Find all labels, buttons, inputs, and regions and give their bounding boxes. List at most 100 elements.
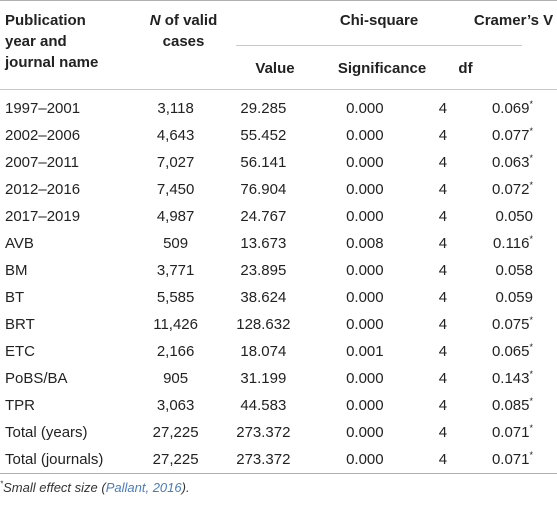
row-cramers-v: 0.059 xyxy=(460,284,557,311)
header-n-line2: cases xyxy=(162,33,205,50)
header-n-symbol: N xyxy=(149,12,161,29)
row-label: Total (years) xyxy=(5,424,88,441)
row-value: 55.452 xyxy=(240,127,287,144)
row-df: 4 xyxy=(438,370,448,387)
row-v-value: 0.072 xyxy=(491,181,530,198)
row-df: 4 xyxy=(438,424,448,441)
table-bottom-rule xyxy=(0,473,557,474)
header-df: df xyxy=(458,60,473,77)
header-significance: Significance xyxy=(337,60,427,77)
row-v-star: * xyxy=(529,423,533,433)
row-significance: 0.001 xyxy=(346,343,384,360)
row-cramers-v: 0.050 xyxy=(460,203,557,230)
row-cramers-v: 0.085* xyxy=(460,392,557,419)
table-body: 1997–2001 3,118 29.285 0.000 4 0.069* 2002–20… xyxy=(0,95,557,473)
row-v-value: 0.058 xyxy=(495,262,533,279)
row-v-value: 0.050 xyxy=(495,208,533,225)
row-df: 4 xyxy=(438,127,448,144)
footnote: *Small effect size (Pallant, 2016). xyxy=(0,480,190,495)
table-row: Total (journals) 27,225 273.372 0.000 4 0.071… xyxy=(0,446,557,473)
row-value: 29.285 xyxy=(240,100,287,117)
header-publication-line3: journal name xyxy=(5,54,99,71)
header-publication-line1: Publication xyxy=(5,12,86,29)
row-cramers-v: 0.058 xyxy=(460,257,557,284)
footnote-text: Small effect size ( xyxy=(3,480,106,495)
table-row: BRT 11,426 128.632 0.000 4 0.075* xyxy=(0,311,557,338)
footnote-end: ). xyxy=(181,480,190,495)
table-row: BT 5,585 38.624 0.000 4 0.059 xyxy=(0,284,557,311)
row-significance: 0.000 xyxy=(346,262,384,279)
row-v-star: * xyxy=(529,99,533,109)
row-n: 905 xyxy=(163,370,189,387)
row-df: 4 xyxy=(438,316,448,333)
row-label: ETC xyxy=(5,343,35,360)
table-row: 1997–2001 3,118 29.285 0.000 4 0.069* xyxy=(0,95,557,122)
row-n: 3,063 xyxy=(156,397,195,414)
row-df: 4 xyxy=(438,208,448,225)
row-significance: 0.000 xyxy=(346,127,384,144)
row-label: 2002–2006 xyxy=(5,127,81,144)
row-value: 44.583 xyxy=(240,397,287,414)
row-n: 4,987 xyxy=(156,208,195,225)
row-cramers-v: 0.075* xyxy=(460,311,557,338)
row-label: PoBS/BA xyxy=(5,370,68,387)
row-label: BT xyxy=(5,289,25,306)
row-significance: 0.000 xyxy=(346,100,384,117)
row-v-value: 0.085 xyxy=(491,397,530,414)
row-value: 76.904 xyxy=(240,181,287,198)
row-significance: 0.000 xyxy=(346,370,384,387)
row-label: 2017–2019 xyxy=(5,208,81,225)
row-cramers-v: 0.116* xyxy=(460,230,557,257)
row-cramers-v: 0.071* xyxy=(460,446,557,473)
row-significance: 0.000 xyxy=(346,424,384,441)
row-df: 4 xyxy=(438,451,448,468)
row-v-value: 0.077 xyxy=(491,127,530,144)
row-n: 3,771 xyxy=(156,262,195,279)
header-value: Value xyxy=(255,60,295,77)
row-n: 509 xyxy=(163,235,189,252)
row-v-star: * xyxy=(529,126,533,136)
table-row: 2012–2016 7,450 76.904 0.000 4 0.072* xyxy=(0,176,557,203)
row-df: 4 xyxy=(438,100,448,117)
header-n-valid: N of valid cases xyxy=(134,10,233,52)
footnote-star: * xyxy=(0,479,4,489)
row-cramers-v: 0.143* xyxy=(460,365,557,392)
row-value: 31.199 xyxy=(240,370,287,387)
row-significance: 0.000 xyxy=(346,289,384,306)
row-n: 2,166 xyxy=(156,343,195,360)
row-v-value: 0.059 xyxy=(495,289,533,306)
row-value: 13.673 xyxy=(240,235,287,252)
row-value: 18.074 xyxy=(240,343,287,360)
table-row: Total (years) 27,225 273.372 0.000 4 0.071* xyxy=(0,419,557,446)
row-n: 4,643 xyxy=(156,127,195,144)
row-df: 4 xyxy=(438,235,448,252)
row-n: 11,426 xyxy=(153,316,198,333)
table-top-rule xyxy=(0,0,557,1)
row-n: 5,585 xyxy=(156,289,195,306)
header-n-rest: of valid xyxy=(160,12,218,29)
row-value: 273.372 xyxy=(236,424,291,441)
row-v-value: 0.071 xyxy=(491,424,530,441)
row-v-value: 0.065 xyxy=(491,343,530,360)
row-df: 4 xyxy=(438,154,448,171)
row-n: 3,118 xyxy=(157,100,194,117)
footnote-citation-link[interactable]: Pallant, 2016 xyxy=(105,480,182,495)
header-n-line1: N of valid xyxy=(134,10,233,31)
table-row: 2007–2011 7,027 56.141 0.000 4 0.063* xyxy=(0,149,557,176)
row-v-value: 0.116 xyxy=(493,235,530,252)
table-row: 2002–2006 4,643 55.452 0.000 4 0.077* xyxy=(0,122,557,149)
row-v-star: * xyxy=(529,450,533,460)
row-label: TPR xyxy=(5,397,35,414)
row-n: 27,225 xyxy=(152,424,199,441)
header-chi-square: Chi-square xyxy=(339,12,419,29)
row-v-star: * xyxy=(529,315,533,325)
row-v-star: * xyxy=(529,342,533,352)
chi-square-underline xyxy=(236,45,522,46)
row-significance: 0.000 xyxy=(346,181,384,198)
row-significance: 0.000 xyxy=(346,208,384,225)
row-value: 24.767 xyxy=(240,208,287,225)
row-df: 4 xyxy=(438,289,448,306)
row-v-value: 0.143 xyxy=(491,370,530,387)
row-value: 38.624 xyxy=(240,289,287,306)
